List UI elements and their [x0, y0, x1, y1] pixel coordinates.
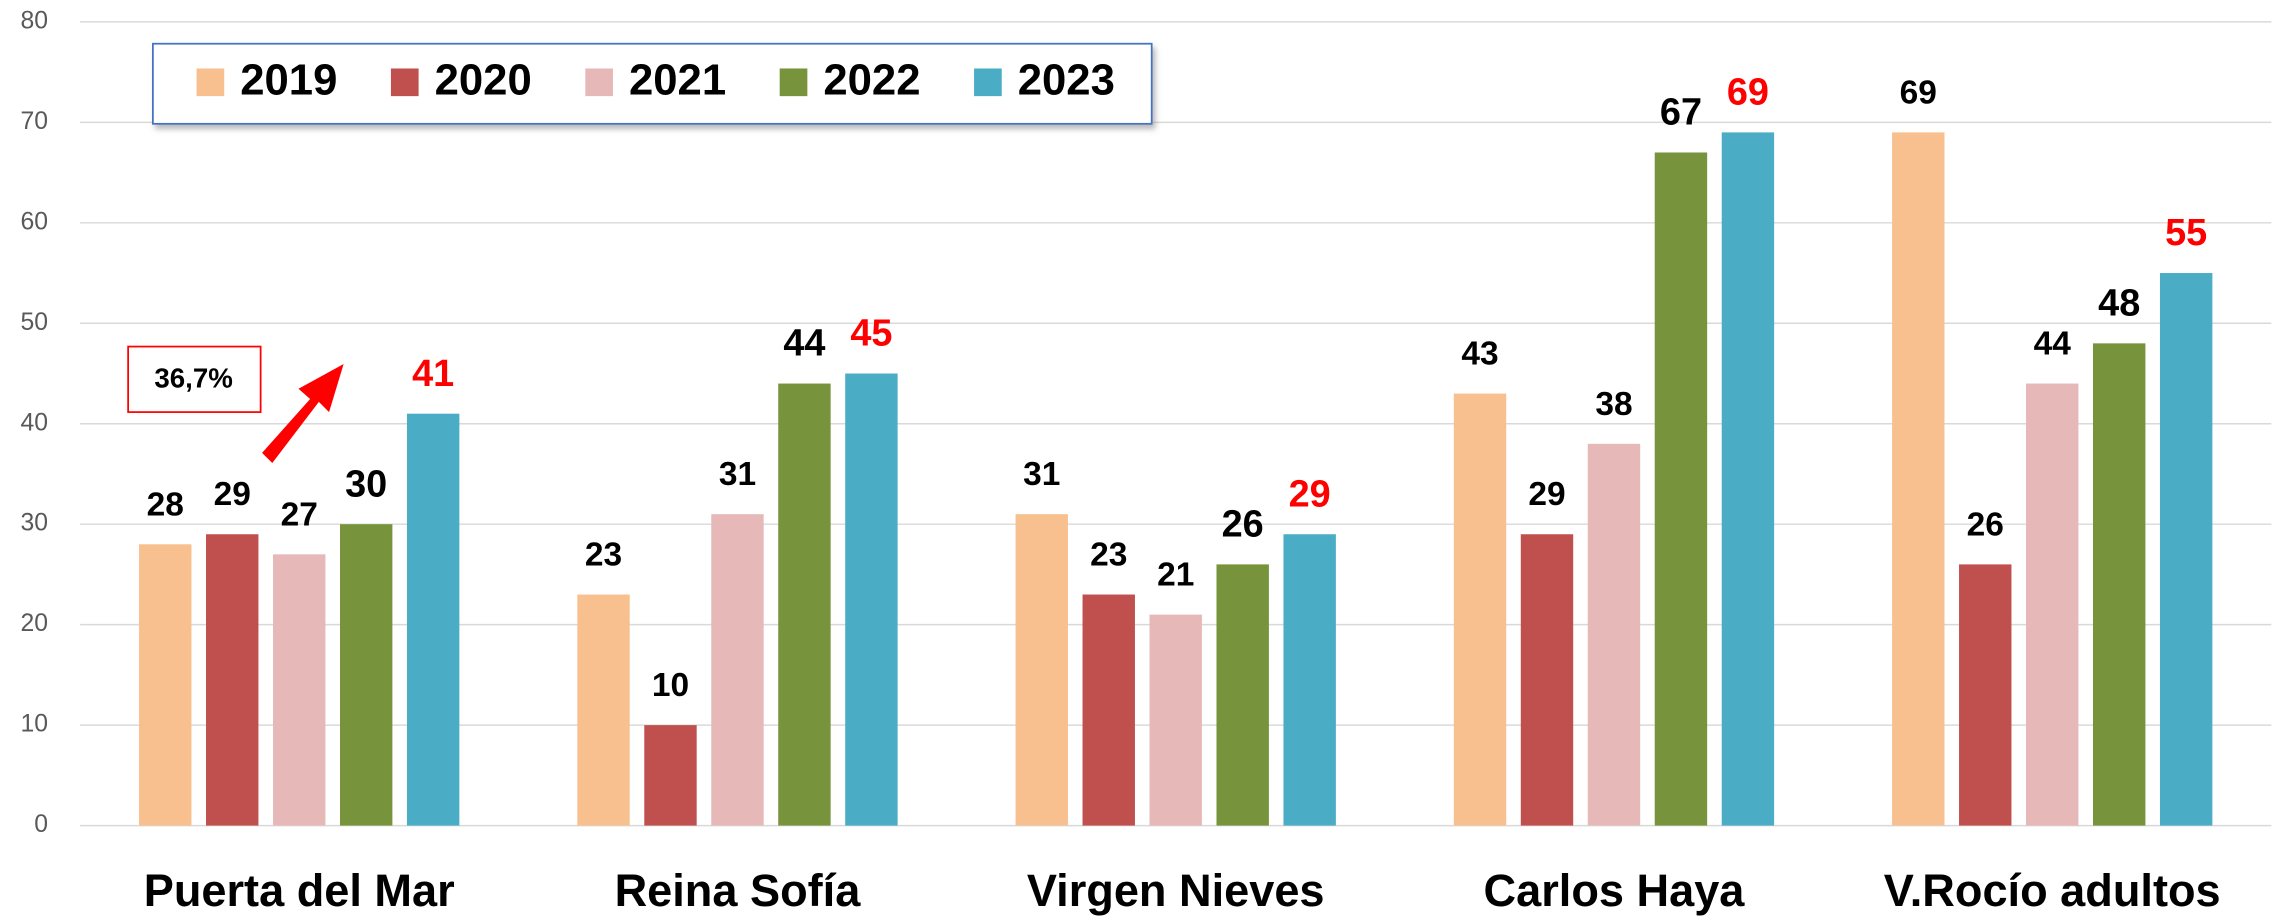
- legend-swatch: [585, 68, 613, 97]
- legend-swatch: [196, 68, 225, 97]
- bar: [2092, 343, 2146, 826]
- bar: [2026, 383, 2079, 826]
- legend-label: 2023: [1018, 56, 1115, 105]
- bar: [1149, 614, 1202, 826]
- bar: [206, 534, 259, 826]
- arrow: [262, 364, 344, 464]
- x-tick-label: V.Rocío adultos: [1884, 865, 2221, 916]
- value-label: 69: [1727, 72, 1769, 114]
- value-label: 41: [412, 353, 454, 395]
- legend-label: 2019: [240, 56, 337, 105]
- value-label: 29: [1289, 473, 1331, 515]
- bar: [1892, 132, 1945, 826]
- annotation-box: [127, 345, 262, 413]
- value-label: 67: [1660, 92, 1702, 134]
- value-label: 31: [719, 456, 756, 493]
- legend-label: 2021: [629, 56, 726, 105]
- bar: [1216, 564, 1269, 826]
- bar: [1959, 564, 2012, 826]
- legend-swatch: [779, 68, 808, 97]
- value-label: 10: [652, 667, 689, 704]
- legend: 2019 2020 2021 2022 2023: [196, 56, 1115, 105]
- value-label: 44: [2034, 326, 2072, 363]
- legend-label: 2022: [823, 56, 920, 105]
- legend-swatch: [974, 68, 1002, 97]
- bar: [1520, 534, 1574, 826]
- y-tick-label: 60: [21, 208, 49, 235]
- bar: [778, 383, 831, 826]
- bar: [139, 544, 192, 826]
- bar: [577, 594, 630, 826]
- x-tick-label: Carlos Haya: [1484, 865, 1746, 916]
- value-label: 23: [1090, 537, 1127, 574]
- y-tick-label: 80: [21, 7, 49, 34]
- value-label: 26: [1967, 506, 2004, 543]
- value-label: 55: [2165, 212, 2207, 254]
- value-label: 29: [214, 476, 251, 513]
- x-tick-label: Puerta del Mar: [144, 865, 455, 916]
- y-tick-label: 0: [34, 811, 48, 838]
- y-tick-label: 10: [21, 711, 49, 738]
- value-label: 38: [1595, 386, 1632, 423]
- bar: [845, 373, 898, 826]
- value-label: 28: [147, 486, 184, 523]
- value-label: 45: [850, 313, 892, 355]
- value-label: 23: [585, 537, 622, 574]
- value-label: 26: [1222, 504, 1264, 546]
- x-tick-label: Virgen Nieves: [1027, 865, 1325, 916]
- y-tick-label: 30: [21, 510, 49, 537]
- x-tick-label: Reina Sofía: [615, 865, 862, 916]
- bar: [272, 554, 326, 826]
- value-label: 31: [1023, 456, 1060, 493]
- value-label: 30: [345, 463, 387, 505]
- bar: [1015, 514, 1068, 826]
- bar: [1283, 534, 1336, 826]
- bar: [406, 413, 460, 826]
- bar: [1721, 132, 1775, 826]
- legend-swatch: [390, 68, 419, 97]
- value-label: 27: [281, 496, 318, 533]
- value-label: 21: [1157, 557, 1194, 594]
- bar: [2159, 273, 2213, 826]
- y-tick-label: 50: [21, 309, 49, 336]
- bar: [644, 725, 697, 826]
- bar: [1082, 594, 1135, 826]
- value-label: 69: [1900, 74, 1937, 111]
- value-label: 48: [2098, 283, 2140, 325]
- value-label: 29: [1528, 476, 1565, 513]
- bar: [1587, 443, 1641, 826]
- y-tick-label: 70: [21, 108, 49, 135]
- bars: Puerta del Mar 28 29 27 30 41 Reina Sofía 23 10 3…: [139, 72, 2221, 916]
- value-label: 43: [1461, 336, 1498, 373]
- legend-label: 2020: [435, 56, 532, 105]
- bar: [339, 524, 393, 826]
- bar: [1654, 152, 1708, 826]
- bar: [711, 514, 764, 826]
- y-tick-label: 20: [21, 610, 49, 637]
- bar: [1453, 393, 1507, 826]
- value-label: 44: [783, 323, 825, 365]
- y-tick-label: 40: [21, 409, 49, 436]
- annotation: 36,7%: [154, 362, 232, 393]
